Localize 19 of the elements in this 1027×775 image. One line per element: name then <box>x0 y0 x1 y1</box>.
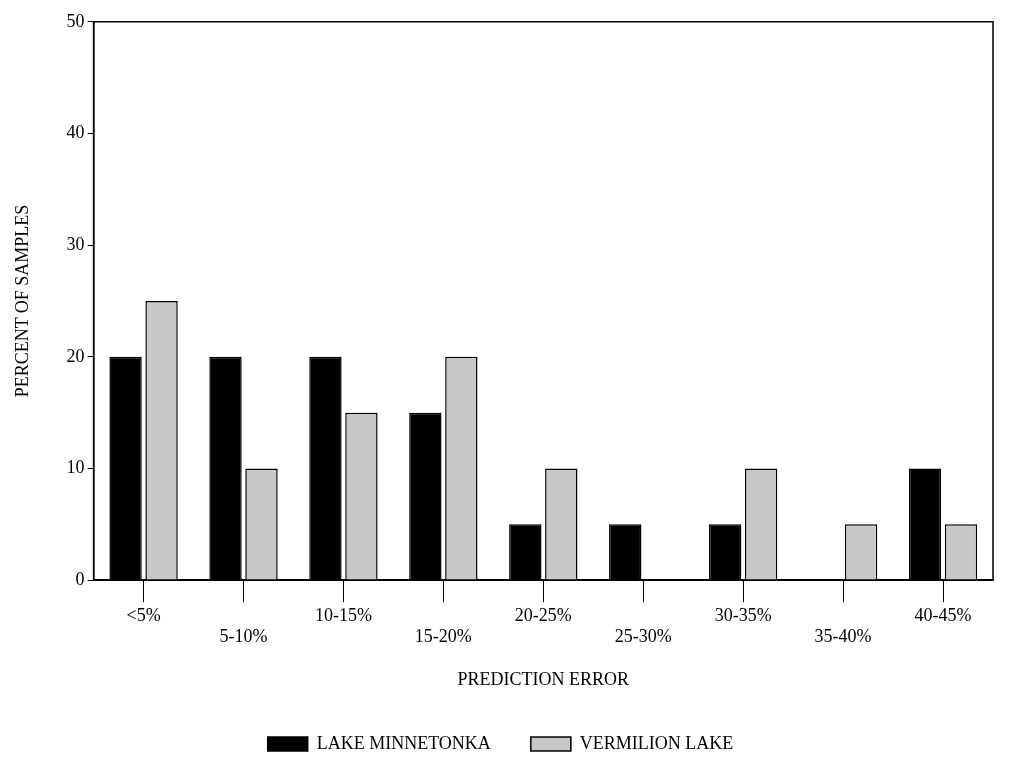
y-tick-label: 10 <box>66 457 85 478</box>
x-tick-label: <5% <box>126 604 161 625</box>
y-tick-label: 0 <box>75 568 85 589</box>
x-tick-label: 15-20% <box>414 626 472 647</box>
x-tick-label: 30-35% <box>714 604 772 625</box>
legend-label: VERMILION LAKE <box>579 732 734 753</box>
y-axis-title: PERCENT OF SAMPLES <box>11 204 32 398</box>
y-tick-label: 40 <box>66 122 85 143</box>
x-tick-label: 10-15% <box>314 604 372 625</box>
legend-label: LAKE MINNETONKA <box>316 732 491 753</box>
y-tick-label: 50 <box>66 10 85 31</box>
x-tick-label: 35-40% <box>814 626 872 647</box>
y-tick-label: 20 <box>66 345 85 366</box>
x-tick-label: 20-25% <box>514 604 572 625</box>
y-tick-label: 30 <box>66 233 85 254</box>
x-tick-label: 25-30% <box>614 626 672 647</box>
x-tick-label: 40-45% <box>914 604 972 625</box>
x-tick-label: 5-10% <box>219 626 268 647</box>
x-axis-title: PREDICTION ERROR <box>457 668 630 689</box>
